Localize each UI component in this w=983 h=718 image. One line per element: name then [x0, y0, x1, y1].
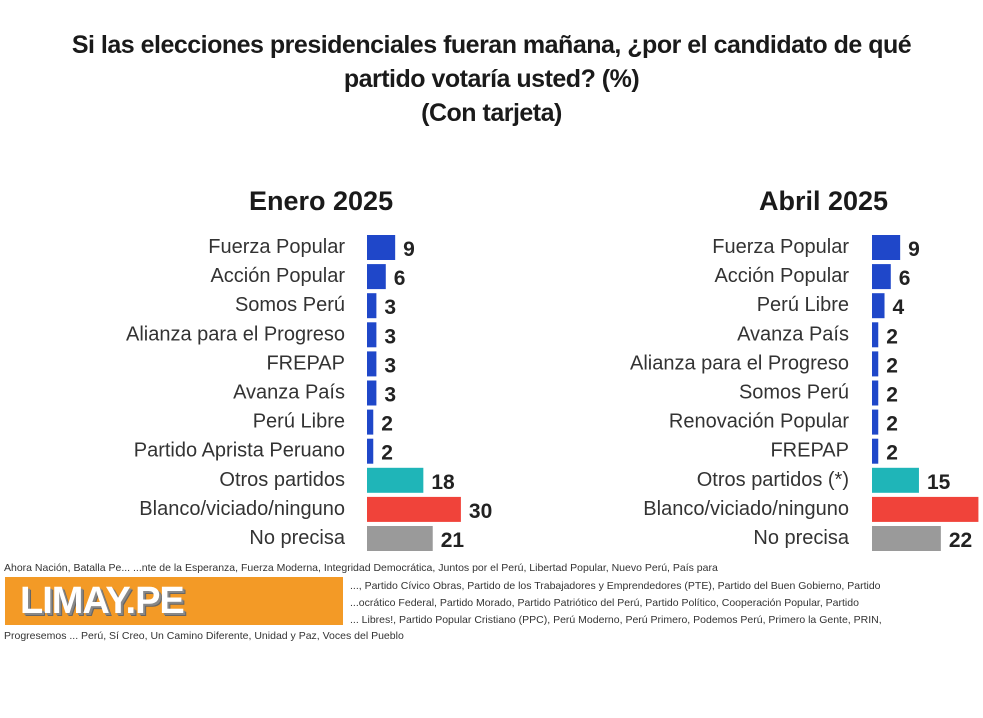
bar [367, 526, 433, 551]
value-label: 2 [886, 384, 898, 407]
bar [872, 380, 879, 406]
chart-title: Si las elecciones presidenciales fueran … [0, 28, 983, 130]
value-label: 3 [384, 325, 396, 348]
bar [367, 235, 396, 260]
title-line: partido votaría usted? (%) [343, 65, 640, 93]
bar [367, 496, 461, 522]
bar [872, 496, 979, 522]
category-label: Partido Aprista Peruano [134, 440, 345, 462]
category-label: Blanco/viciado/ninguno [643, 498, 849, 520]
category-label: Alianza para el Progreso [630, 352, 849, 374]
category-label: Avanza País [233, 382, 345, 404]
category-label: Acción Popular [210, 265, 345, 287]
bar [872, 351, 879, 377]
bar [872, 526, 941, 551]
bar [367, 293, 377, 319]
value-label: 3 [384, 354, 396, 377]
value-label: 2 [886, 354, 898, 377]
category-label: Somos Perú [235, 294, 345, 316]
footnote-line: ... Libres!, Partido Popular Cristiano (… [350, 614, 882, 626]
category-label: Blanco/viciado/ninguno [139, 498, 345, 520]
bar [872, 264, 891, 290]
bar [872, 235, 901, 260]
bar [872, 438, 879, 464]
bar [367, 438, 374, 464]
bar [367, 409, 374, 435]
value-label: 9 [908, 238, 920, 261]
bar [367, 380, 377, 406]
category-label: Otros partidos (*) [697, 469, 849, 491]
value-label: 21 [441, 529, 465, 552]
value-label: 2 [381, 413, 393, 436]
title-line: Si las elecciones presidenciales fueran … [71, 31, 912, 59]
title-line: (Con tarjeta) [421, 99, 562, 127]
category-label: No precisa [249, 527, 345, 549]
value-label: 3 [384, 296, 396, 319]
category-label: Renovación Popular [669, 411, 849, 433]
category-label: Otros partidos [219, 469, 345, 491]
panel-title-enero: Enero 2025 [249, 186, 394, 216]
value-label: 3 [384, 384, 396, 407]
footnote-line: Progresemos ... Perú, Sí Creo, Un Camino… [4, 630, 404, 642]
category-label: Somos Perú [739, 382, 849, 404]
value-label: 6 [899, 267, 911, 290]
value-label: 2 [381, 442, 393, 465]
category-label: FREPAP [770, 440, 849, 462]
bar [367, 351, 377, 377]
category-label: Perú Libre [757, 294, 849, 316]
bar [367, 322, 377, 348]
category-label: Acción Popular [714, 265, 849, 287]
category-label: Alianza para el Progreso [126, 323, 345, 345]
value-label: 22 [949, 529, 972, 552]
value-label: 2 [886, 325, 898, 348]
bar [367, 264, 386, 290]
value-label: 2 [886, 442, 898, 465]
category-label: FREPAP [266, 352, 345, 374]
value-label: 4 [893, 296, 905, 319]
value-label: 9 [403, 238, 415, 261]
category-label: Fuerza Popular [712, 236, 849, 258]
value-label: 18 [431, 471, 455, 494]
footnote-line: Ahora Nación, Batalla Pe... ...nte de la… [4, 562, 718, 574]
footnote-line: ...ocrático Federal, Partido Morado, Par… [350, 597, 859, 609]
value-label: 15 [927, 471, 951, 494]
value-label: 6 [394, 267, 406, 290]
watermark-banner [5, 577, 343, 625]
panel-title-abril: Abril 2025 [759, 186, 889, 216]
watermark-logo: LIMAY.PE [20, 580, 185, 622]
bar [872, 467, 919, 493]
bar [367, 467, 424, 493]
bar [872, 293, 885, 319]
category-label: Avanza País [737, 323, 849, 345]
category-label: No precisa [753, 527, 849, 549]
value-label: 2 [886, 413, 898, 436]
category-label: Fuerza Popular [208, 236, 345, 258]
category-label: Perú Libre [253, 411, 345, 433]
bar [872, 322, 879, 348]
footnote-line: ..., Partido Cívico Obras, Partido de lo… [350, 580, 881, 592]
value-label: 30 [469, 500, 492, 523]
bar [872, 409, 879, 435]
